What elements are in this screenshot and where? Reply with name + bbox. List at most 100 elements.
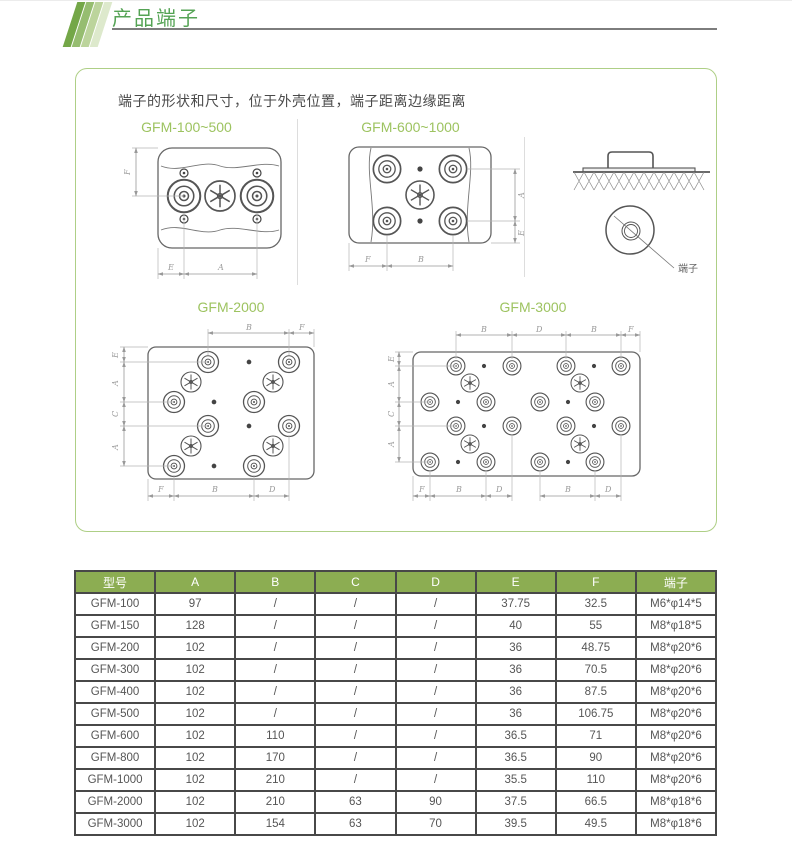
table-cell: / bbox=[314, 702, 397, 726]
gfm-3000-diagram: B D B F E A C A F B D B D bbox=[388, 325, 641, 501]
bolt-icon bbox=[246, 359, 252, 365]
terminal-icon bbox=[372, 206, 402, 236]
dim-label: A bbox=[217, 263, 224, 272]
dim-label: B bbox=[590, 325, 597, 334]
dim-label: F bbox=[627, 325, 634, 334]
table-cell: / bbox=[314, 746, 397, 770]
dim-label: F bbox=[418, 485, 425, 494]
table-row: GFM-100 97///37.75 32.5 M6*φ14*5 bbox=[73, 592, 718, 616]
table-cell: GFM-600 bbox=[73, 724, 157, 748]
table-cell: GFM-150 bbox=[73, 614, 157, 638]
table-cell: 36 bbox=[474, 636, 557, 660]
table-cell: 102 bbox=[154, 768, 237, 792]
table-cell: / bbox=[394, 592, 477, 616]
dim-label: A bbox=[388, 441, 396, 448]
table-cell: 36.5 bbox=[474, 746, 557, 770]
table-row: GFM-3000 102 154 63 70 39.5 49.5 M8*φ18*6 bbox=[73, 812, 718, 836]
gfm-600-1000-diagram: A E F B bbox=[348, 146, 526, 271]
bolt-icon bbox=[211, 399, 217, 405]
table-cell: 128 bbox=[154, 614, 237, 638]
table-cell: / bbox=[394, 702, 477, 726]
vent-icon bbox=[405, 180, 435, 210]
table-cell: 32.5 bbox=[554, 592, 637, 616]
dim-label: A bbox=[517, 192, 526, 199]
table-cell: 102 bbox=[154, 746, 237, 770]
table-cell: M8*φ20*6 bbox=[634, 768, 718, 792]
table-cell: / bbox=[234, 680, 317, 704]
vent-icon bbox=[180, 435, 202, 457]
dim-label: C bbox=[388, 411, 396, 417]
dim-label: F bbox=[123, 169, 132, 176]
table-cell: GFM-3000 bbox=[73, 812, 157, 836]
table-row: GFM-1000 102 210//35.5 110 M8*φ20*6 bbox=[73, 768, 718, 792]
dim-label: B bbox=[417, 255, 424, 264]
col-header-a: A bbox=[154, 570, 237, 594]
table-head: 型号 A B C D E F 端子 bbox=[73, 570, 718, 594]
hatch-pattern bbox=[573, 171, 705, 191]
table-cell: 70 bbox=[394, 812, 477, 836]
table-cell: GFM-500 bbox=[73, 702, 157, 726]
table-cell: GFM-200 bbox=[73, 636, 157, 660]
table-cell: 40 bbox=[474, 614, 557, 638]
dim-label: F bbox=[298, 323, 305, 332]
table-cell: GFM-300 bbox=[73, 658, 157, 682]
table-cell: M8*φ20*6 bbox=[634, 680, 718, 704]
table-body: GFM-100 97///37.75 32.5 M6*φ14*5 GFM-150 128… bbox=[73, 592, 718, 836]
table-cell: / bbox=[394, 636, 477, 660]
col-header-e: E bbox=[474, 570, 557, 594]
table-cell: / bbox=[394, 614, 477, 638]
terminal-icon bbox=[242, 454, 266, 478]
table-row: GFM-2000 102 210 63 90 37.5 66.5 M8*φ18*6 bbox=[73, 790, 718, 814]
diagram-label-gfm-100-500: GFM-100~500 bbox=[141, 119, 232, 135]
table-cell: GFM-2000 bbox=[73, 790, 157, 814]
table-cell: / bbox=[314, 680, 397, 704]
table-cell: / bbox=[234, 636, 317, 660]
dim-label: B bbox=[564, 485, 571, 494]
col-header-d: D bbox=[394, 570, 477, 594]
bolt-icon bbox=[246, 423, 252, 429]
table-cell: 35.5 bbox=[474, 768, 557, 792]
dim-label: B bbox=[211, 485, 218, 494]
table-cell: 90 bbox=[394, 790, 477, 814]
terminal-group-left bbox=[420, 356, 522, 472]
table-row: GFM-200 102///36 48.75 M8*φ20*6 bbox=[73, 636, 718, 660]
dim-label: D bbox=[535, 325, 543, 334]
table-cell: M6*φ14*5 bbox=[634, 592, 718, 616]
table-cell: 102 bbox=[154, 812, 237, 836]
table-cell: 63 bbox=[314, 812, 397, 836]
dim-label: B bbox=[245, 323, 252, 332]
table-row: GFM-600 102 110//36.5 71 M8*φ20*6 bbox=[73, 724, 718, 748]
table-cell: 210 bbox=[234, 790, 317, 814]
table-row: GFM-150 128///40 55 M8*φ18*5 bbox=[73, 614, 718, 638]
table-cell: M8*φ20*6 bbox=[634, 724, 718, 748]
table-cell: 102 bbox=[154, 790, 237, 814]
intro-text: 端子的形状和尺寸，位于外壳位置，端子距离边缘距离 bbox=[118, 93, 466, 109]
dim-label: B bbox=[480, 325, 487, 334]
dim-label: E bbox=[167, 263, 174, 272]
dim-label: F bbox=[364, 255, 371, 264]
table-cell: / bbox=[314, 768, 397, 792]
table-cell: / bbox=[394, 746, 477, 770]
dim-label: A bbox=[388, 381, 396, 388]
table-cell: / bbox=[314, 658, 397, 682]
vent-icon bbox=[262, 371, 284, 393]
table-cell: / bbox=[394, 680, 477, 704]
table-cell: 110 bbox=[554, 768, 637, 792]
terminal-spec-table: 型号 A B C D E F 端子 GFM-100 97///37.75 32.5 M… bbox=[73, 570, 718, 836]
table-cell: / bbox=[314, 592, 397, 616]
table-cell: 39.5 bbox=[474, 812, 557, 836]
dim-label: D bbox=[268, 485, 276, 494]
table-cell: GFM-400 bbox=[73, 680, 157, 704]
table-cell: 36 bbox=[474, 658, 557, 682]
table-cell: 71 bbox=[554, 724, 637, 748]
table-cell: 102 bbox=[154, 658, 237, 682]
table-cell: M8*φ20*6 bbox=[634, 702, 718, 726]
table-cell: 210 bbox=[234, 768, 317, 792]
table-cell: 87.5 bbox=[554, 680, 637, 704]
table-cell: 102 bbox=[154, 724, 237, 748]
terminal-icon bbox=[372, 154, 402, 184]
brand-logo-stripes-icon bbox=[62, 2, 116, 47]
col-header-terminal: 端子 bbox=[634, 570, 718, 594]
terminal-callout-label: 端子 bbox=[678, 262, 698, 275]
terminal-drawings-panel: 端子的形状和尺寸，位于外壳位置，端子距离边缘距离 GFM-100~500 GFM… bbox=[75, 68, 717, 532]
